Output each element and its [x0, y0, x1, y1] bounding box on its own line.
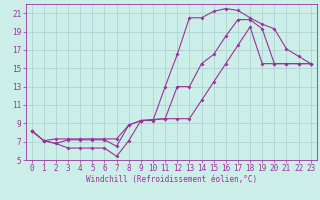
X-axis label: Windchill (Refroidissement éolien,°C): Windchill (Refroidissement éolien,°C) [86, 175, 257, 184]
